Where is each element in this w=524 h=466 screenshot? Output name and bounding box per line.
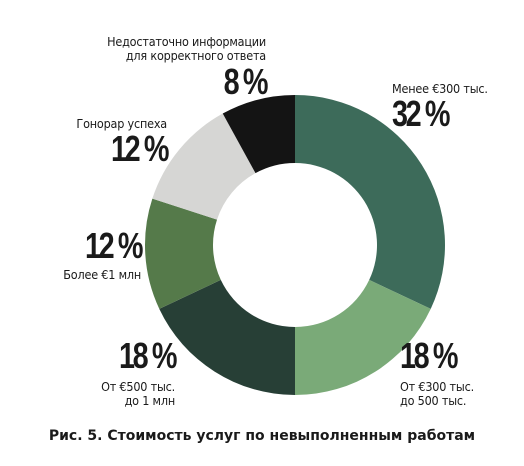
slice-label-text: до 1 млн	[124, 393, 176, 409]
slice-label-text: до 500 тыс.	[400, 393, 467, 409]
slice-label-500k-1m: 18 % От €500 тыс. до 1 млн	[101, 335, 177, 409]
slice-value-label: 12 %	[84, 225, 143, 266]
donut-slice-2	[159, 279, 295, 395]
slice-value-label: 18 %	[400, 335, 458, 376]
slice-value-label: 12 %	[110, 128, 169, 170]
donut-slices	[145, 95, 445, 395]
donut-slice-5	[222, 95, 295, 174]
slice-label-insufficient-info: Недостаточно информации для корректного …	[107, 34, 269, 102]
slice-label-text: Гонорар успеха	[76, 116, 167, 131]
slice-label-300k-500k: 18 % От €300 тыс. до 500 тыс.	[400, 338, 474, 409]
slice-value-label: 32 %	[392, 93, 450, 135]
slice-value-label: 18 %	[118, 335, 177, 376]
chart-caption: Рис. 5. Стоимость услуг по невыполненным…	[48, 428, 476, 444]
slice-value-label: 8 %	[223, 60, 269, 102]
slice-label-text: От €500 тыс.	[101, 379, 175, 394]
donut-slice-0	[295, 95, 445, 309]
slice-label-text: От €300 тыс.	[400, 379, 474, 394]
slice-label-more-1m: 12 % Более €1 млн	[63, 225, 143, 282]
slice-label-text: Недостаточно информации	[107, 34, 266, 49]
slice-label-less-300k: Менее €300 тыс. 32 %	[392, 81, 488, 135]
donut-slice-4	[152, 113, 256, 220]
donut-slice-3	[145, 198, 221, 309]
slice-label-success-fee: Гонорар успеха 12 %	[76, 116, 169, 170]
slice-label-text: Менее €300 тыс.	[392, 81, 488, 96]
slice-label-text: Более €1 млн	[63, 267, 141, 282]
slice-label-text: для корректного ответа	[125, 48, 266, 64]
donut-slice-1	[295, 279, 431, 395]
